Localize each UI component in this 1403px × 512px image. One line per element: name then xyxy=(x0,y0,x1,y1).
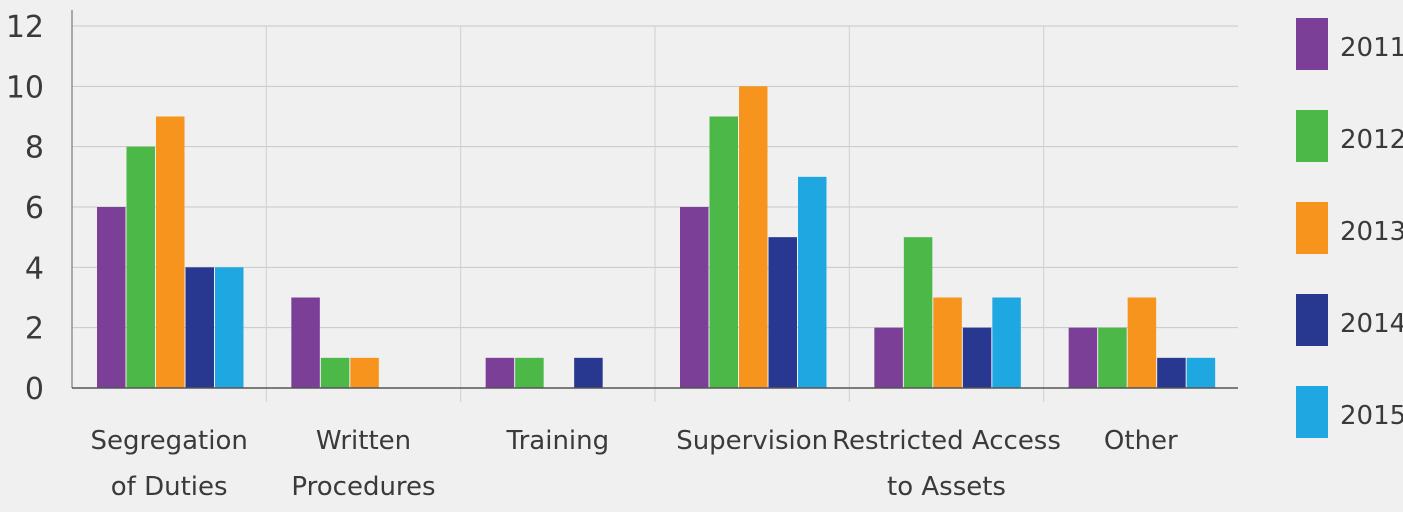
bar-2015-cat-5 xyxy=(1186,357,1216,388)
x-tick-label-2-line-0: Training xyxy=(506,426,610,456)
legend-label-2011: 2011 xyxy=(1340,33,1403,63)
x-tick-label-4-line-1: to Assets xyxy=(887,472,1006,502)
bar-2015-cat-4 xyxy=(992,297,1021,388)
y-tick-label-2: 2 xyxy=(25,312,44,347)
bar-2012-cat-0 xyxy=(126,146,155,388)
legend-label-2015: 2015 xyxy=(1340,401,1403,431)
x-tick-label-1-line-0: Written xyxy=(316,426,411,456)
bar-2012-cat-2 xyxy=(515,357,544,388)
x-tick-label-5-line-0: Other xyxy=(1104,426,1178,456)
y-tick-label-0: 0 xyxy=(25,372,44,407)
bar-layer xyxy=(97,86,1216,388)
bar-2014-cat-0 xyxy=(185,267,214,388)
grid-layer xyxy=(72,25,1238,402)
bar-2012-cat-5 xyxy=(1098,327,1127,388)
legend-label-2013: 2013 xyxy=(1340,217,1403,247)
legend: 2011 2012 2013 2014 2015 xyxy=(1296,18,1403,438)
bar-2014-cat-3 xyxy=(768,237,797,388)
bar-2011-cat-1 xyxy=(291,297,320,388)
legend-swatch-2015 xyxy=(1296,386,1328,438)
bar-2012-cat-3 xyxy=(709,116,738,388)
y-tick-label-12: 12 xyxy=(6,10,44,45)
bar-2013-cat-3 xyxy=(739,86,768,388)
bar-2013-cat-1 xyxy=(350,357,379,388)
bar-2013-cat-4 xyxy=(933,297,962,388)
x-tick-label-1-line-1: Procedures xyxy=(291,472,435,502)
legend-swatch-2011 xyxy=(1296,18,1328,70)
x-tick-label-4-line-0: Restricted Access xyxy=(832,426,1061,456)
bar-2013-cat-0 xyxy=(156,116,185,388)
legend-swatch-2012 xyxy=(1296,110,1328,162)
y-tick-label-6: 6 xyxy=(25,191,44,226)
x-tick-label-3-line-0: Supervision xyxy=(676,426,828,456)
legend-swatch-2014 xyxy=(1296,294,1328,346)
bar-2015-cat-0 xyxy=(215,267,244,388)
x-tick-label-0-line-0: Segregation xyxy=(90,426,247,456)
bar-2015-cat-3 xyxy=(798,176,827,388)
bar-2011-cat-5 xyxy=(1068,327,1098,388)
bar-2012-cat-4 xyxy=(903,237,933,388)
bar-2014-cat-4 xyxy=(962,327,992,388)
bar-2011-cat-2 xyxy=(485,357,515,388)
x-tick-label-0-line-1: of Duties xyxy=(111,472,228,502)
bar-2014-cat-2 xyxy=(574,357,603,388)
axis-layer: 0 2 4 6 8 10 12 Segregation of Duties Written Proc… xyxy=(6,10,1238,502)
bar-2011-cat-3 xyxy=(680,207,709,388)
bar-2014-cat-5 xyxy=(1157,357,1186,388)
legend-label-2012: 2012 xyxy=(1340,125,1403,155)
legend-label-2014: 2014 xyxy=(1340,309,1403,339)
legend-swatch-2013 xyxy=(1296,202,1328,254)
bar-2011-cat-0 xyxy=(97,207,126,388)
y-tick-label-8: 8 xyxy=(25,131,44,166)
y-tick-label-4: 4 xyxy=(25,251,44,286)
bar-2011-cat-4 xyxy=(874,327,903,388)
y-tick-label-10: 10 xyxy=(6,70,44,105)
bar-2012-cat-1 xyxy=(320,357,350,388)
bar-2013-cat-5 xyxy=(1127,297,1157,388)
